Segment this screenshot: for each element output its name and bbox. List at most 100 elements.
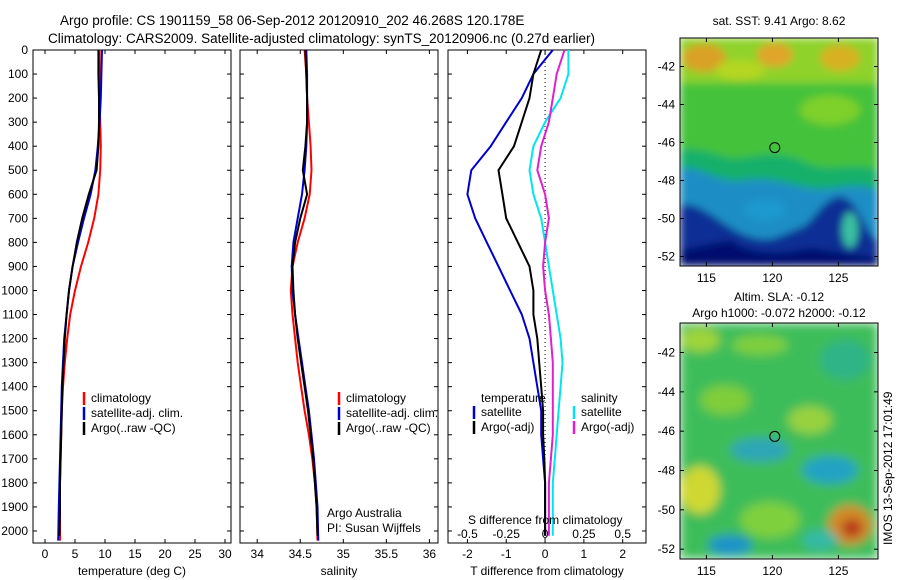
s-tick-label: 0.5 [614,527,631,541]
legend-label-s-satellite: satellite [581,405,622,419]
y-tick-label: -46 [658,136,676,150]
difference-plot: -2 -1 0 1 2-0.5 -0.25 0 0.25 0.5 [448,49,646,561]
y-tick-label: 1800 [1,476,28,490]
y-tick-label: -44 [658,385,676,399]
legend-label-satellite: satellite-adj. clim. [346,406,438,420]
s-difference-label: S difference from climatology [468,513,623,527]
x-tick-label: 20 [158,547,172,561]
sla-map-ticks: 115 120 125 -42 -44 -46 -48 -50 -52 [658,323,878,578]
y-tick-label: 2000 [1,524,28,538]
y-tick-label: 200 [8,91,28,105]
y-tick-label: 900 [8,259,28,273]
x-tick-label: 35 [337,547,351,561]
argo-location-marker [769,142,781,154]
argo-location-marker [769,430,781,442]
sla-map-title-line-2: Argo h1000: -0.072 h2000: -0.12 [692,306,866,320]
temperature-plot: 0 5 10 15 20 25 300100200300400500600700800900… [1,43,232,561]
y-tick-label: 1200 [1,332,28,346]
y-tick-label: 1000 [1,283,28,297]
x-tick-label: 1 [581,547,588,561]
salinity-plot: 34 34.5 35 35.5 36 [240,49,438,561]
series-line-climatology [59,50,102,541]
y-tick-label: 800 [8,235,28,249]
y-tick-label: -48 [658,174,676,188]
legend-label-climatology: climatology [91,391,151,405]
y-tick-label: 600 [8,187,28,201]
x-tick-label: 0 [42,547,49,561]
y-tick-label: 700 [8,211,28,225]
x-tick-label: 5 [72,547,79,561]
legend-label-climatology: climatology [346,391,406,405]
y-tick-label: -52 [658,542,676,556]
title-line-1: Argo profile: CS 1901159_58 06-Sep-2012 … [60,13,524,28]
legend-label-argo: Argo(..raw -QC) [346,421,431,435]
legend-label-t-argo: Argo(-adj) [481,420,534,434]
series-line-climatology [289,49,319,541]
salinity-legend: climatology satellite-adj. clim. Argo(..… [327,391,438,535]
y-tick-label: -50 [658,503,676,517]
y-tick-label: -52 [658,250,676,264]
legend-label-t-satellite: satellite [481,405,522,419]
series-line-argo-raw-qc- [291,49,319,536]
legend-label-satellite: satellite-adj. clim. [91,406,183,420]
sla-map-axes [679,322,879,560]
y-tick-label: -44 [658,98,676,112]
series-line-satellite [528,50,570,536]
difference-legend: temperature satellite Argo(-adj) salinit… [468,391,634,527]
legend-title-temperature: temperature [481,391,546,405]
legend-label-argo: Argo(..raw -QC) [91,421,176,435]
y-tick-label: 300 [8,115,28,129]
title-line-2: Climatology: CARS2009. Satellite-adjuste… [48,31,595,46]
imos-watermark: IMOS 13-Sep-2012 17:01:49 [881,391,895,545]
annotation-pi: PI: Susan Wijffels [327,521,421,535]
salinity-xlabel: salinity [321,564,358,578]
temperature-xlabel: temperature (deg C) [78,564,186,578]
sla-map-title-line-1: Altim. SLA: -0.12 [734,290,824,304]
y-tick-label: -48 [658,464,676,478]
sst-map-image [680,38,878,266]
x-tick-label: 35.5 [375,547,399,561]
y-tick-label: 100 [8,67,28,81]
y-tick-label: 400 [8,139,28,153]
x-tick-label: 34.5 [289,547,313,561]
legend-label-s-argo: Argo(-adj) [581,420,634,434]
y-tick-label: 0 [21,43,28,57]
y-tick-label: 1100 [2,308,28,322]
y-tick-label: 500 [8,163,28,177]
y-tick-label: -50 [658,212,676,226]
series-line-satellite-adj-clim- [57,49,103,541]
x-tick-label: 30 [218,547,232,561]
t-difference-xlabel: T difference from climatology [470,564,624,578]
sst-map-axes [679,37,879,267]
annotation-argo-australia: Argo Australia [327,506,402,520]
x-tick-label: 15 [128,547,142,561]
y-tick-label: 1400 [1,380,28,394]
y-tick-label: 1500 [1,404,28,418]
temperature-axes [32,49,232,544]
x-tick-label: 10 [98,547,112,561]
sla-map-image [680,323,878,559]
y-tick-label: -46 [658,424,676,438]
y-tick-label: 1900 [1,500,28,514]
x-tick-label: -1 [501,547,512,561]
y-tick-label: -42 [658,346,676,360]
x-tick-label: 125 [828,271,848,285]
temperature-legend: climatology satellite-adj. clim. Argo(..… [82,391,183,435]
series-line-satellite [466,49,554,536]
s-tick-label: -0.5 [457,527,478,541]
sst-map-ticks: 115 120 125 -42 -44 -46 -48 -50 -52 [658,38,878,285]
series-line-argo-adj- [497,49,547,536]
y-tick-label: 1300 [1,356,28,370]
x-tick-label: 125 [828,564,848,578]
s-tick-label: -0.25 [493,527,521,541]
x-tick-label: 115 [697,271,716,285]
salinity-axes [239,49,439,544]
y-tick-label: 1600 [1,428,28,442]
x-tick-label: 0 [542,547,549,561]
s-tick-label: 0.25 [572,527,596,541]
sst-map-title: sat. SST: 9.41 Argo: 8.62 [713,14,846,28]
x-tick-label: 2 [619,547,626,561]
legend-title-salinity: salinity [581,391,618,405]
